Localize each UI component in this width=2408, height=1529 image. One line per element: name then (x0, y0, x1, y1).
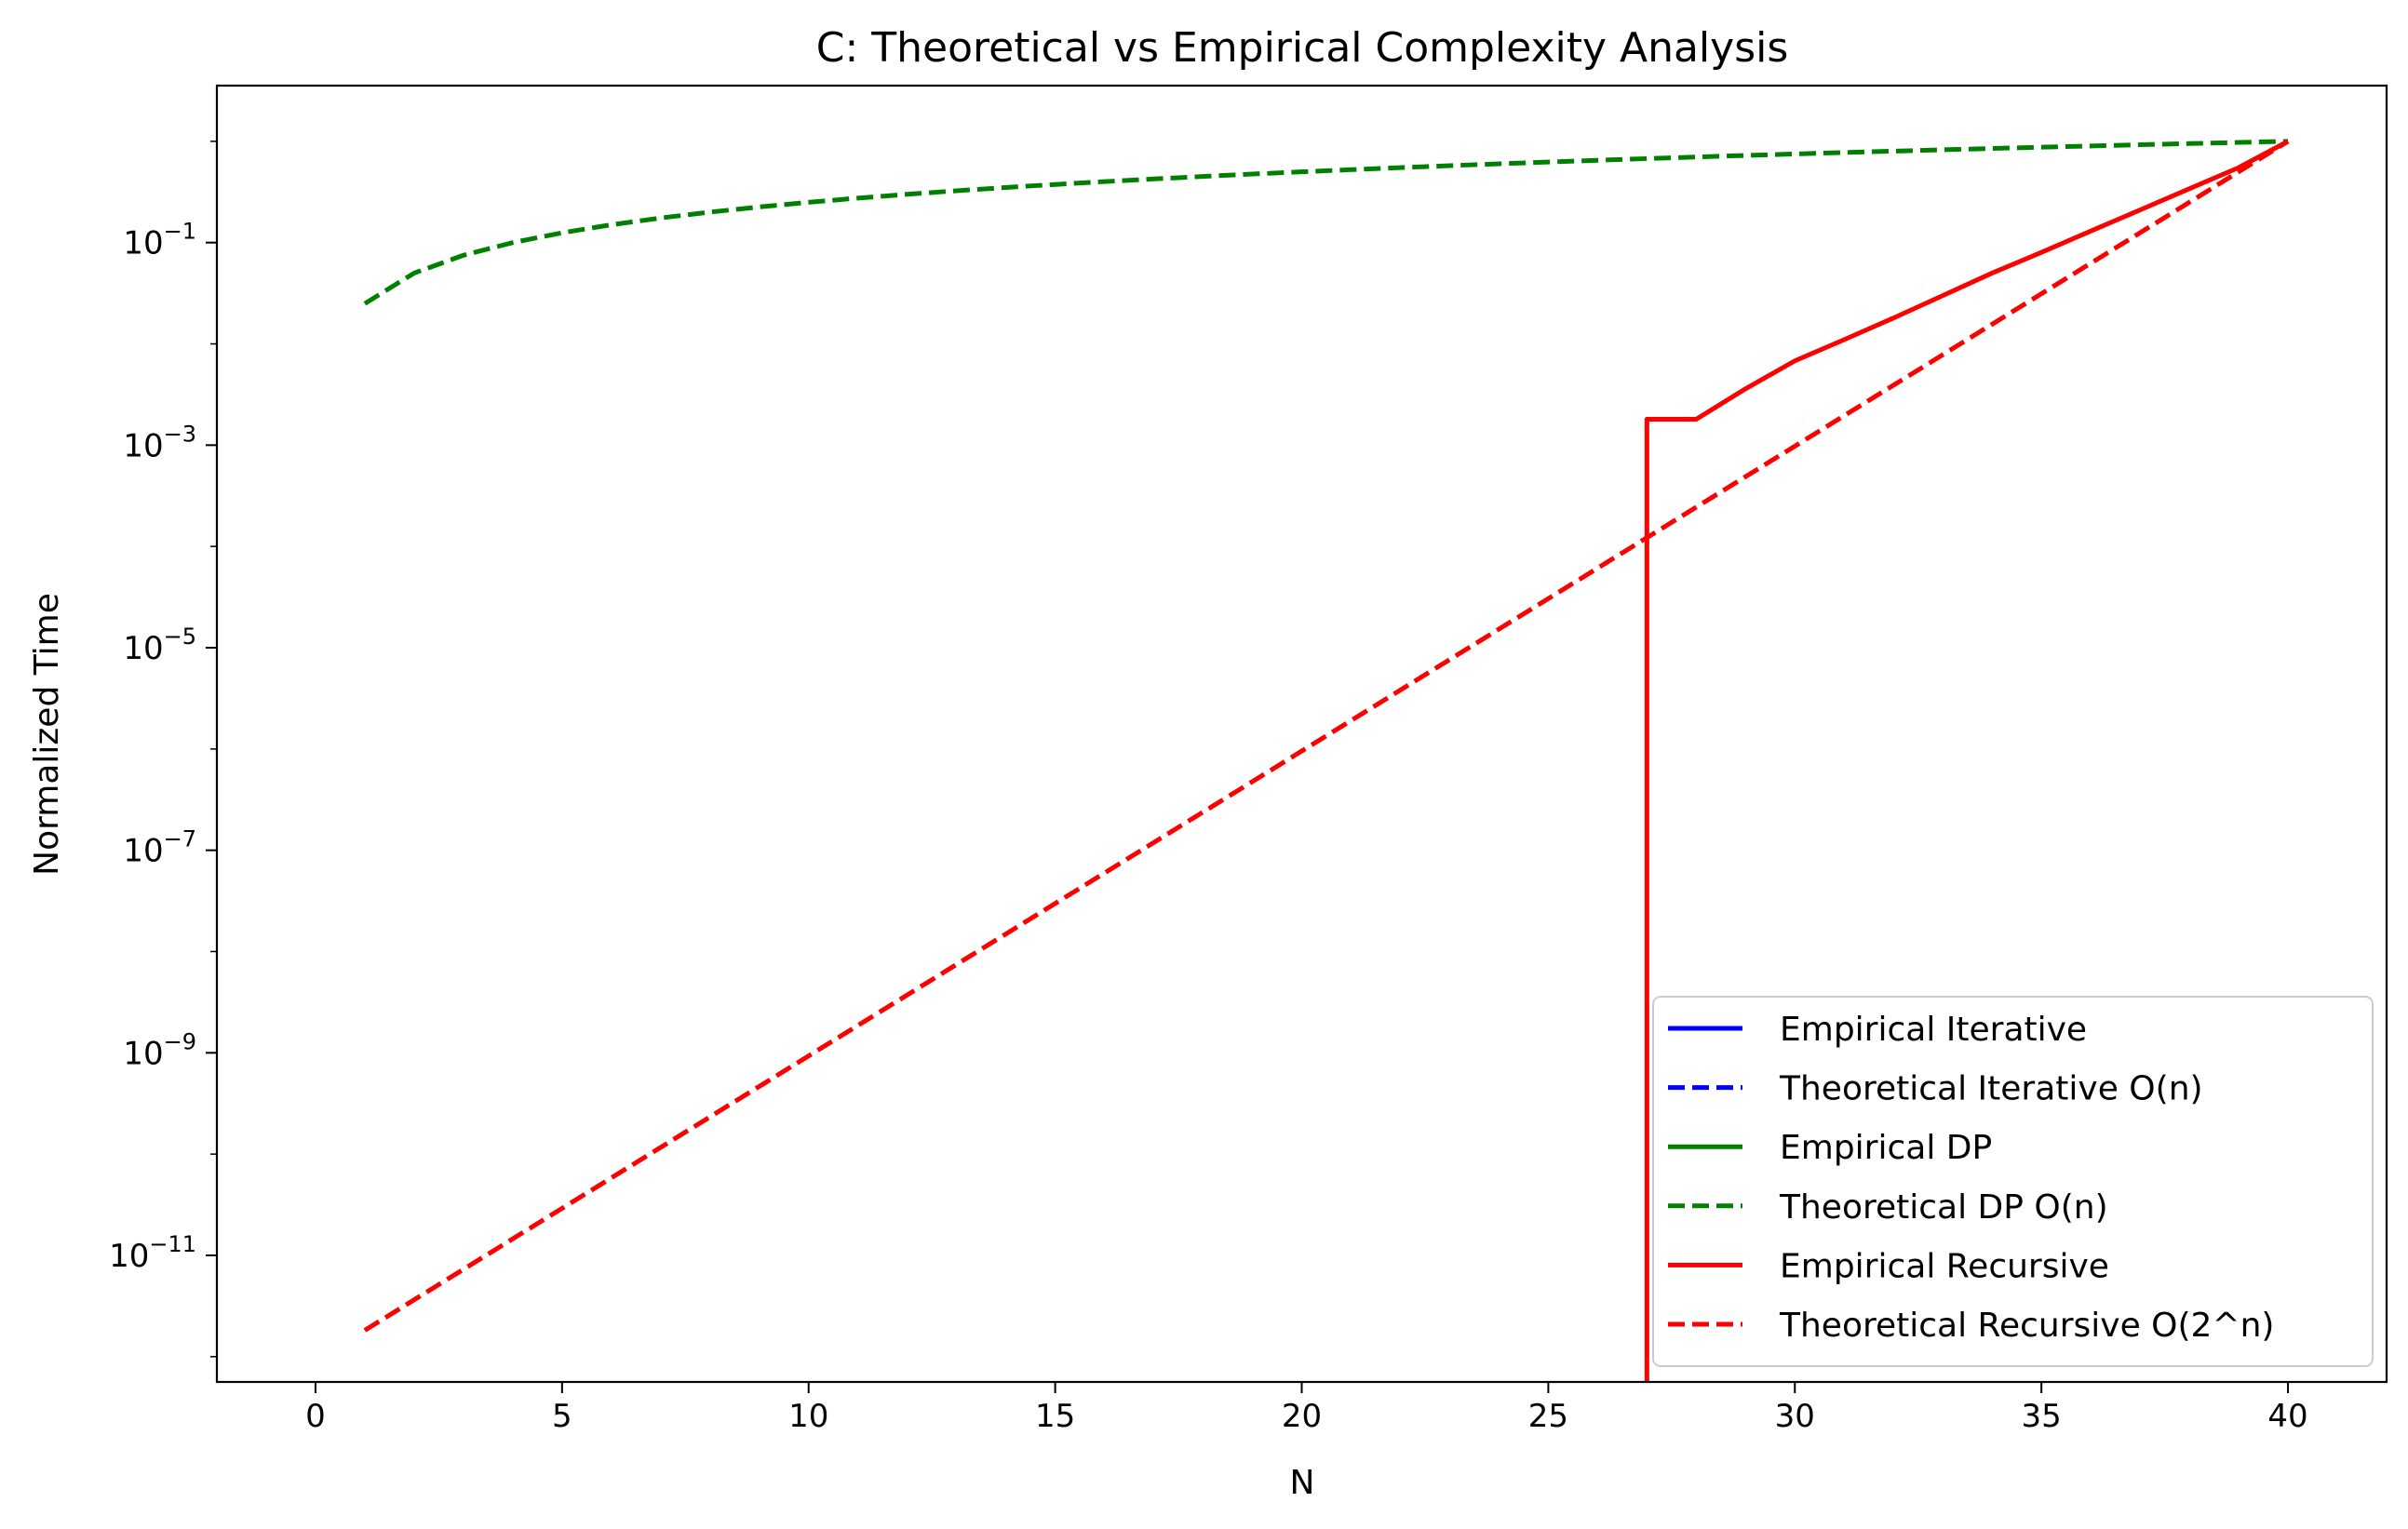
y-tick-base: 10 (123, 225, 163, 262)
legend-label: Theoretical Recursive O(2^n) (1779, 1307, 2274, 1345)
y-tick-label: 10−5 (123, 624, 196, 667)
legend-label: Empirical Iterative (1780, 1011, 2087, 1049)
y-tick-base: 10 (123, 630, 163, 667)
y-tick-base: 10 (123, 833, 163, 870)
legend-label: Theoretical Iterative O(n) (1779, 1070, 2203, 1108)
y-tick-label: 10−7 (123, 826, 196, 870)
legend-label: Empirical DP (1780, 1129, 1992, 1167)
chart-title: C: Theoretical vs Empirical Complexity A… (816, 24, 1789, 72)
series-line-theoretical-recursive-o-2-n (363, 139, 2290, 1333)
x-axis: 0 5 10 15 20 25 30 35 40 (305, 1382, 2308, 1435)
x-axis-label: N (1290, 1464, 1315, 1502)
series-layer (363, 139, 2290, 1382)
y-tick-exponent: −7 (164, 826, 196, 852)
x-tick-label: 40 (2267, 1398, 2307, 1435)
x-tick-label: 15 (1035, 1398, 1075, 1435)
y-tick-base: 10 (123, 427, 163, 464)
x-tick-label: 30 (1775, 1398, 1815, 1435)
y-tick-label: 10−1 (123, 219, 196, 262)
x-tick-label: 0 (305, 1398, 326, 1435)
legend: Empirical Iterative Theoretical Iterative… (1652, 996, 2374, 1367)
y-tick-exponent: −1 (164, 219, 196, 245)
legend-label: Theoretical DP O(n) (1779, 1188, 2108, 1227)
y-tick-label: 10−11 (109, 1231, 196, 1275)
y-tick-exponent: −11 (149, 1231, 196, 1257)
x-tick-label: 25 (1528, 1398, 1568, 1435)
y-tick-exponent: −3 (164, 421, 196, 447)
legend-box (1652, 996, 2374, 1367)
x-tick-label: 20 (1282, 1398, 1322, 1435)
y-tick-exponent: −5 (164, 624, 196, 650)
y-tick-base: 10 (109, 1238, 149, 1275)
x-tick-label: 35 (2022, 1398, 2062, 1435)
y-axis-label: Normalized Time (28, 593, 66, 876)
series-line-theoretical-dp-o-n (363, 139, 2289, 306)
series-line-empirical-recursive (1644, 139, 2290, 1382)
y-tick-exponent: −9 (164, 1028, 196, 1054)
x-tick-label: 5 (552, 1398, 572, 1435)
y-tick-label: 10−3 (123, 421, 196, 464)
y-axis: 10−110−310−510−710−910−11 (109, 141, 217, 1358)
legend-label: Empirical Recursive (1780, 1247, 2109, 1285)
y-tick-base: 10 (123, 1035, 163, 1072)
y-tick-label: 10−9 (123, 1028, 196, 1072)
x-tick-label: 10 (788, 1398, 828, 1435)
